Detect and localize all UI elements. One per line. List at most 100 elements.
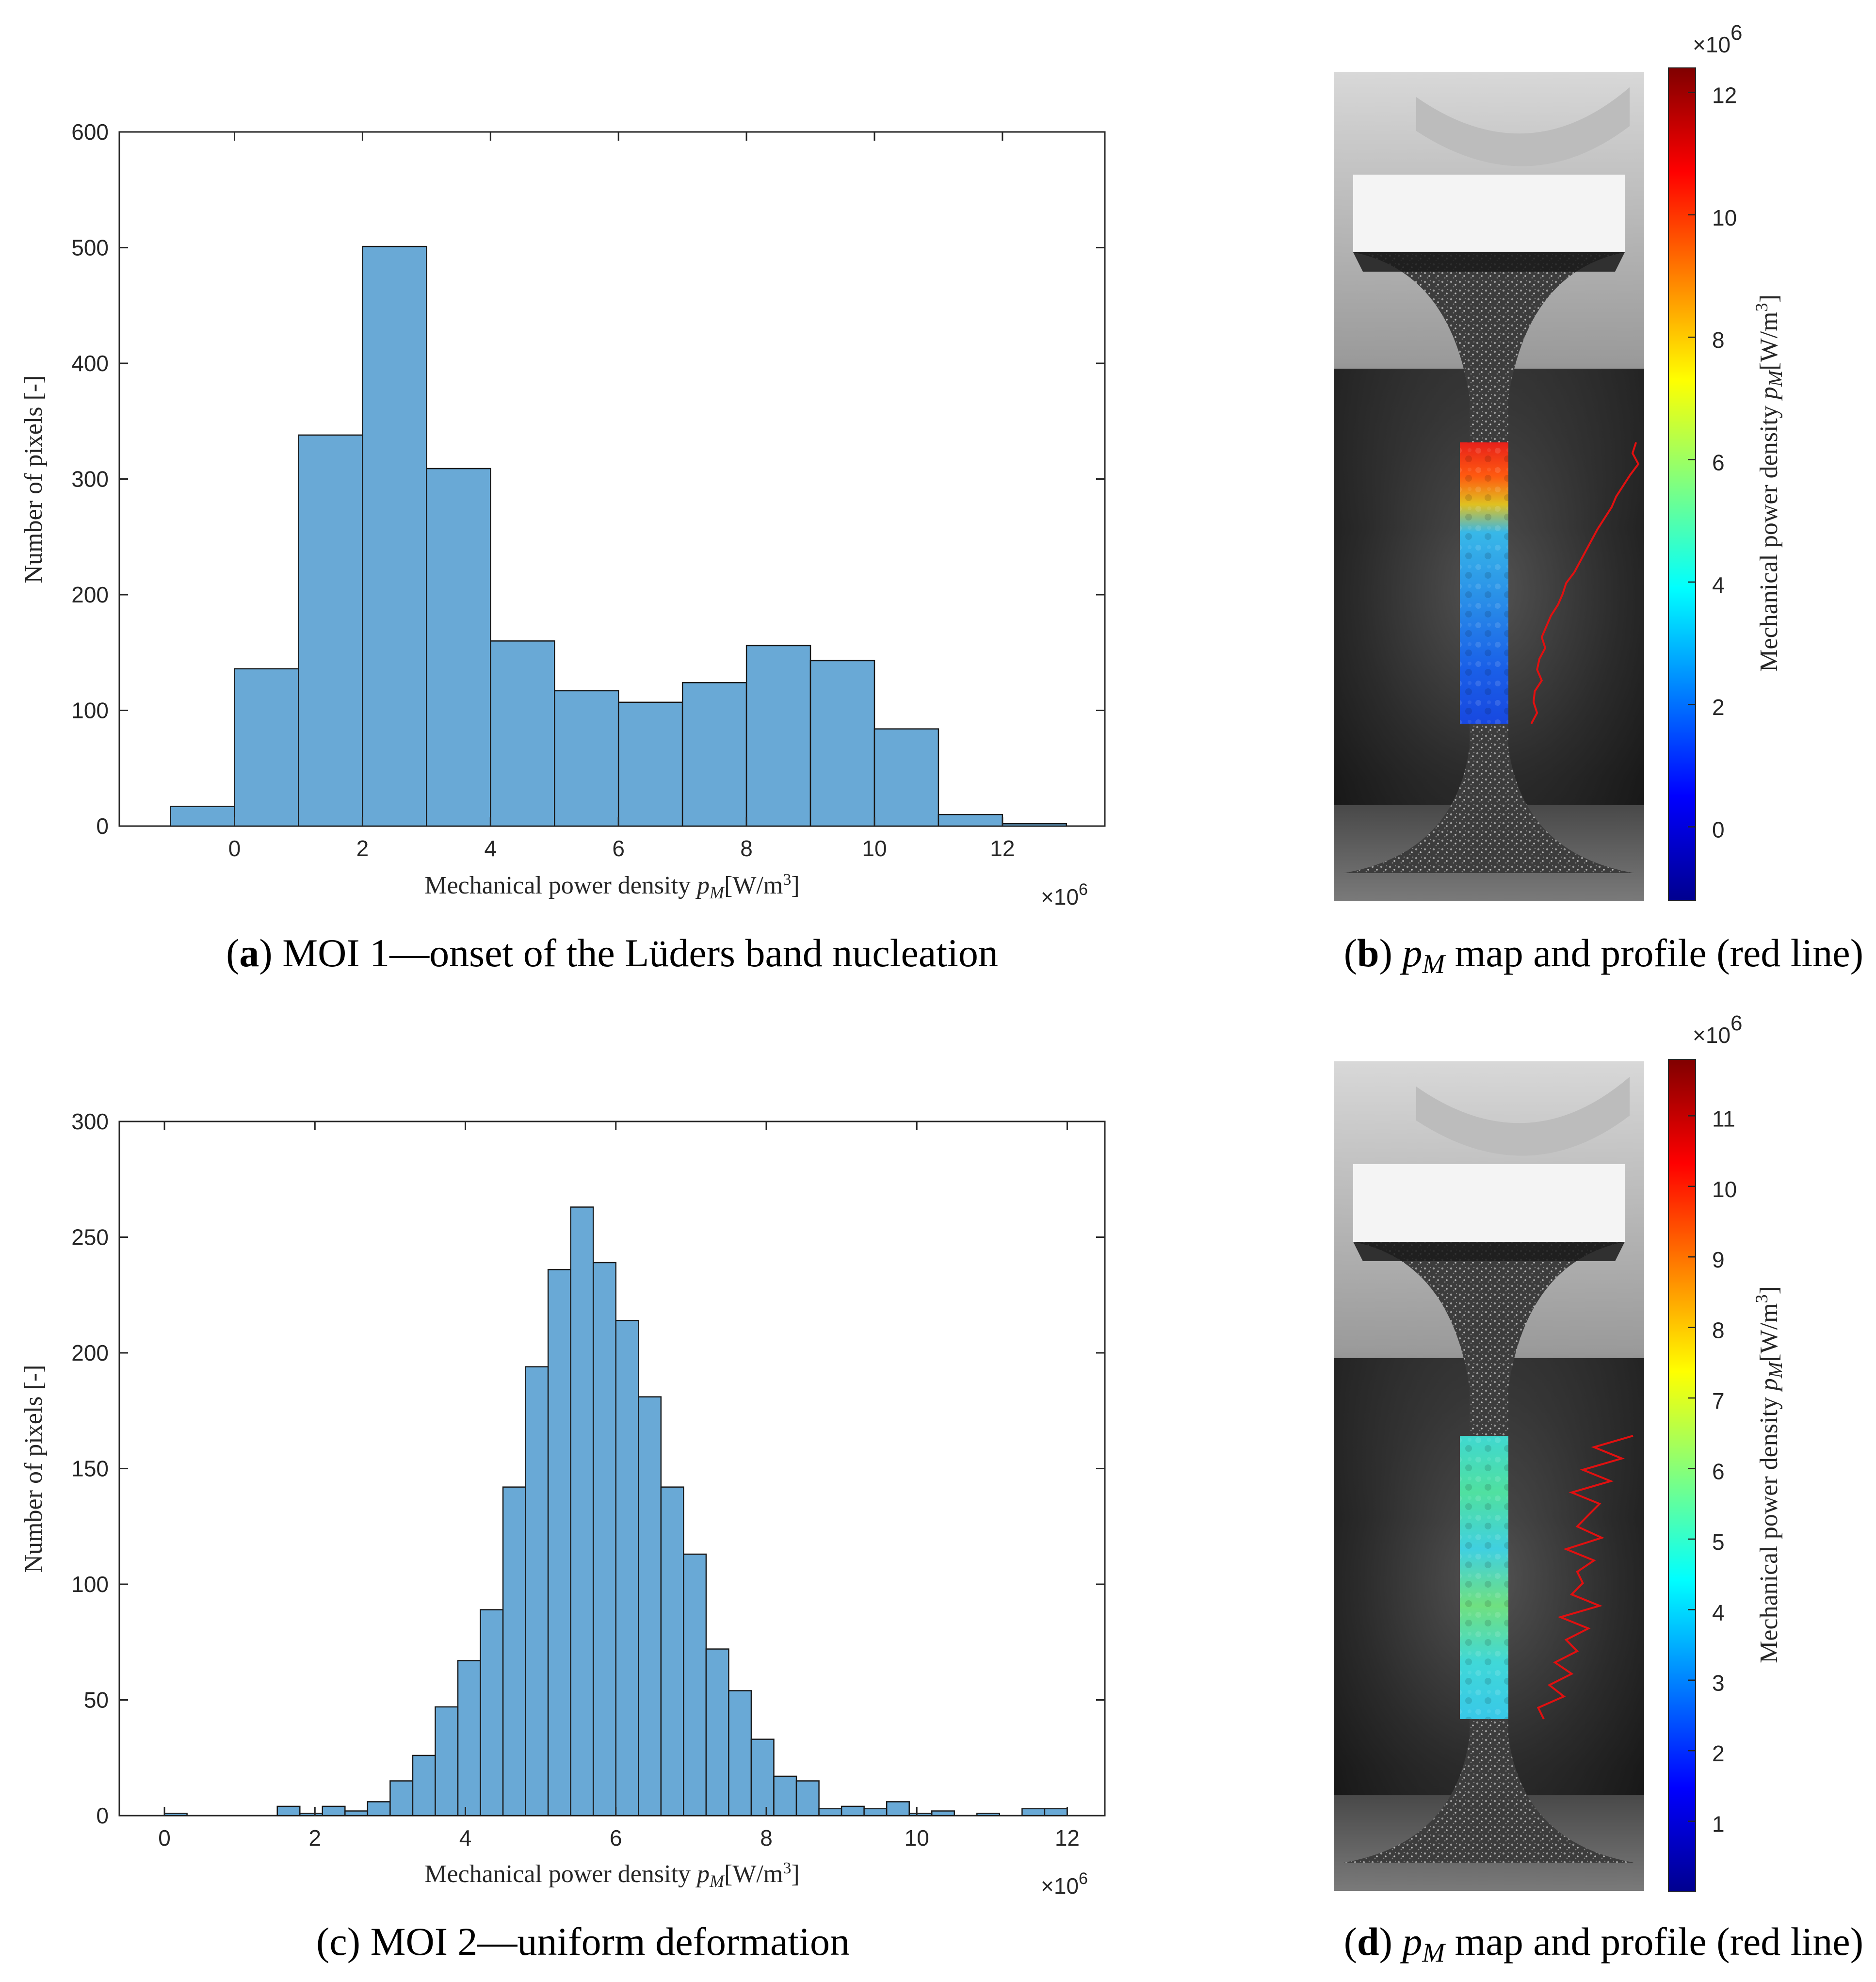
histogram-bar	[276, 1805, 301, 1817]
colorbar-ticks-b: 0 2 4 6 8 10 12	[1688, 82, 1737, 843]
histogram-bar	[457, 1660, 481, 1817]
colorbar-tick-label: 12	[1712, 82, 1737, 108]
histogram-bar	[773, 1775, 797, 1817]
caption-c: (c) MOI 2—uniform deformation	[316, 1919, 850, 1964]
colorbar-tick-label: 1	[1712, 1812, 1725, 1837]
histogram-bar	[592, 1262, 617, 1817]
colorbar-b	[1668, 67, 1696, 901]
x-ticks-c: 0 2 4 6 8 10 12	[158, 1121, 1080, 1851]
histogram-bar	[389, 1780, 414, 1817]
histogram-bar	[809, 660, 875, 827]
colorbar-label-b: Mechanical power density pM[W/m3]	[1752, 294, 1786, 672]
histogram-bar	[344, 1810, 369, 1817]
caption-d: (d) pM map and profile (red line)	[1344, 1919, 1863, 1968]
x-axis-label-a: Mechanical power density pM[W/m3]	[424, 871, 799, 902]
power-profile-line-b	[1530, 442, 1640, 724]
caption-a-letter: a	[239, 931, 259, 975]
histogram-bar	[681, 682, 747, 827]
x-tick-label: 10	[905, 1825, 929, 1851]
histogram-bar	[886, 1801, 910, 1817]
caption-a: (a) MOI 1—onset of the Lüders band nucle…	[226, 931, 998, 975]
x-tick-label: 0	[158, 1825, 171, 1851]
caption-d-text: map and profile (red line)	[1445, 1919, 1863, 1964]
specimen-grip-b	[1353, 175, 1625, 252]
caption-b-text: map and profile (red line)	[1445, 931, 1863, 975]
y-tick-label: 400	[71, 351, 109, 376]
field-texture-d	[1460, 1436, 1508, 1719]
histogram-bar	[976, 1812, 1001, 1817]
histogram-bar	[660, 1486, 684, 1817]
bars-a	[170, 245, 1067, 827]
y-tick-label: 150	[71, 1456, 109, 1481]
x-tick-label: 4	[485, 836, 497, 861]
caption-b: (b) pM map and profile (red line)	[1344, 931, 1863, 979]
bars-c	[163, 1206, 1068, 1817]
colorbar-tick-label: 5	[1712, 1529, 1725, 1555]
caption-b-letter: b	[1357, 931, 1379, 975]
colorbar-tick-label: 9	[1712, 1247, 1725, 1272]
power-profile-line-d	[1536, 1435, 1633, 1720]
histogram-bar	[638, 1396, 662, 1817]
colorbar-tick-label: 10	[1712, 1177, 1737, 1202]
histogram-bar	[938, 813, 1003, 827]
x-tick-label: 4	[459, 1825, 472, 1851]
histogram-bar	[795, 1780, 820, 1817]
grip-edge-b	[1353, 252, 1625, 272]
histogram-bar	[502, 1486, 526, 1817]
colorbar-tick-label: 3	[1712, 1671, 1725, 1696]
x-tick-label: 0	[228, 836, 241, 861]
histogram-bar	[163, 1812, 188, 1817]
y-tick-label: 50	[84, 1688, 109, 1713]
x-tick-label: 6	[612, 836, 625, 861]
map-panel-b: 0 2 4 6 8 10 12 ×106 Mechanical power density …	[1334, 21, 1863, 979]
colorbar-label-d: Mechanical power density pM[W/m3]	[1752, 1286, 1786, 1663]
y-tick-label: 0	[96, 1803, 109, 1828]
colorbar-tick-label: 11	[1712, 1106, 1735, 1131]
y-ticks-c: 0 50 100 150 200 250 300	[71, 1109, 1105, 1828]
histogram-bar	[426, 468, 491, 827]
histogram-bar	[1002, 823, 1067, 827]
histogram-bar	[547, 1269, 571, 1817]
colorbar-tick-label: 8	[1712, 1318, 1725, 1343]
map-panel-d: 1 2 3 4 5 6 7 8 9 10 11 ×106 Mechanical power dens…	[1334, 1011, 1863, 1968]
caption-d-letter: d	[1357, 1919, 1379, 1964]
y-tick-label: 100	[71, 1572, 109, 1597]
histogram-bar	[367, 1801, 391, 1817]
histogram-bar	[525, 1366, 549, 1817]
histogram-bar	[170, 806, 235, 827]
x-axis-label-c: Mechanical power density pM[W/m3]	[424, 1859, 799, 1891]
histogram-bar	[683, 1553, 707, 1817]
grip-edge-d	[1353, 1242, 1625, 1261]
specimen-top-arc-d	[1416, 1077, 1630, 1156]
colorbar-tick-label: 2	[1712, 1741, 1725, 1766]
x-tick-label: 2	[356, 836, 369, 861]
histogram-bar	[615, 1319, 639, 1817]
colorbar-tick-label: 10	[1712, 205, 1737, 230]
histogram-bar	[1044, 1808, 1068, 1817]
histogram-bar	[298, 434, 363, 827]
y-ticks-a: 0 100 200 300 400 500 600	[71, 119, 1105, 839]
x-tick-label: 6	[610, 1825, 622, 1851]
colorbar-multiplier-d: ×106	[1693, 1011, 1743, 1048]
colorbar-ticks-d: 1 2 3 4 5 6 7 8 9 10 11	[1688, 1106, 1737, 1837]
y-tick-label: 250	[71, 1225, 109, 1250]
y-tick-label: 500	[71, 235, 109, 260]
y-tick-label: 100	[71, 698, 109, 723]
x-tick-label: 12	[990, 836, 1015, 861]
histogram-bar	[299, 1812, 323, 1817]
y-tick-label: 200	[71, 1340, 109, 1365]
histogram-bar	[750, 1738, 775, 1817]
histogram-bar	[818, 1808, 842, 1817]
histogram-bar	[1021, 1808, 1046, 1817]
colorbar-tick-label: 2	[1712, 695, 1725, 720]
x-tick-label: 10	[862, 836, 887, 861]
x-tick-label: 2	[309, 1825, 322, 1851]
specimen-top-arc-b	[1416, 87, 1630, 166]
histogram-bar	[873, 728, 939, 827]
histogram-bar	[617, 701, 683, 827]
x-tick-label: 12	[1055, 1825, 1080, 1851]
colorbar-tick-label: 4	[1712, 572, 1725, 598]
colorbar-multiplier-b: ×106	[1693, 21, 1743, 57]
x-tick-label: 8	[760, 1825, 773, 1851]
